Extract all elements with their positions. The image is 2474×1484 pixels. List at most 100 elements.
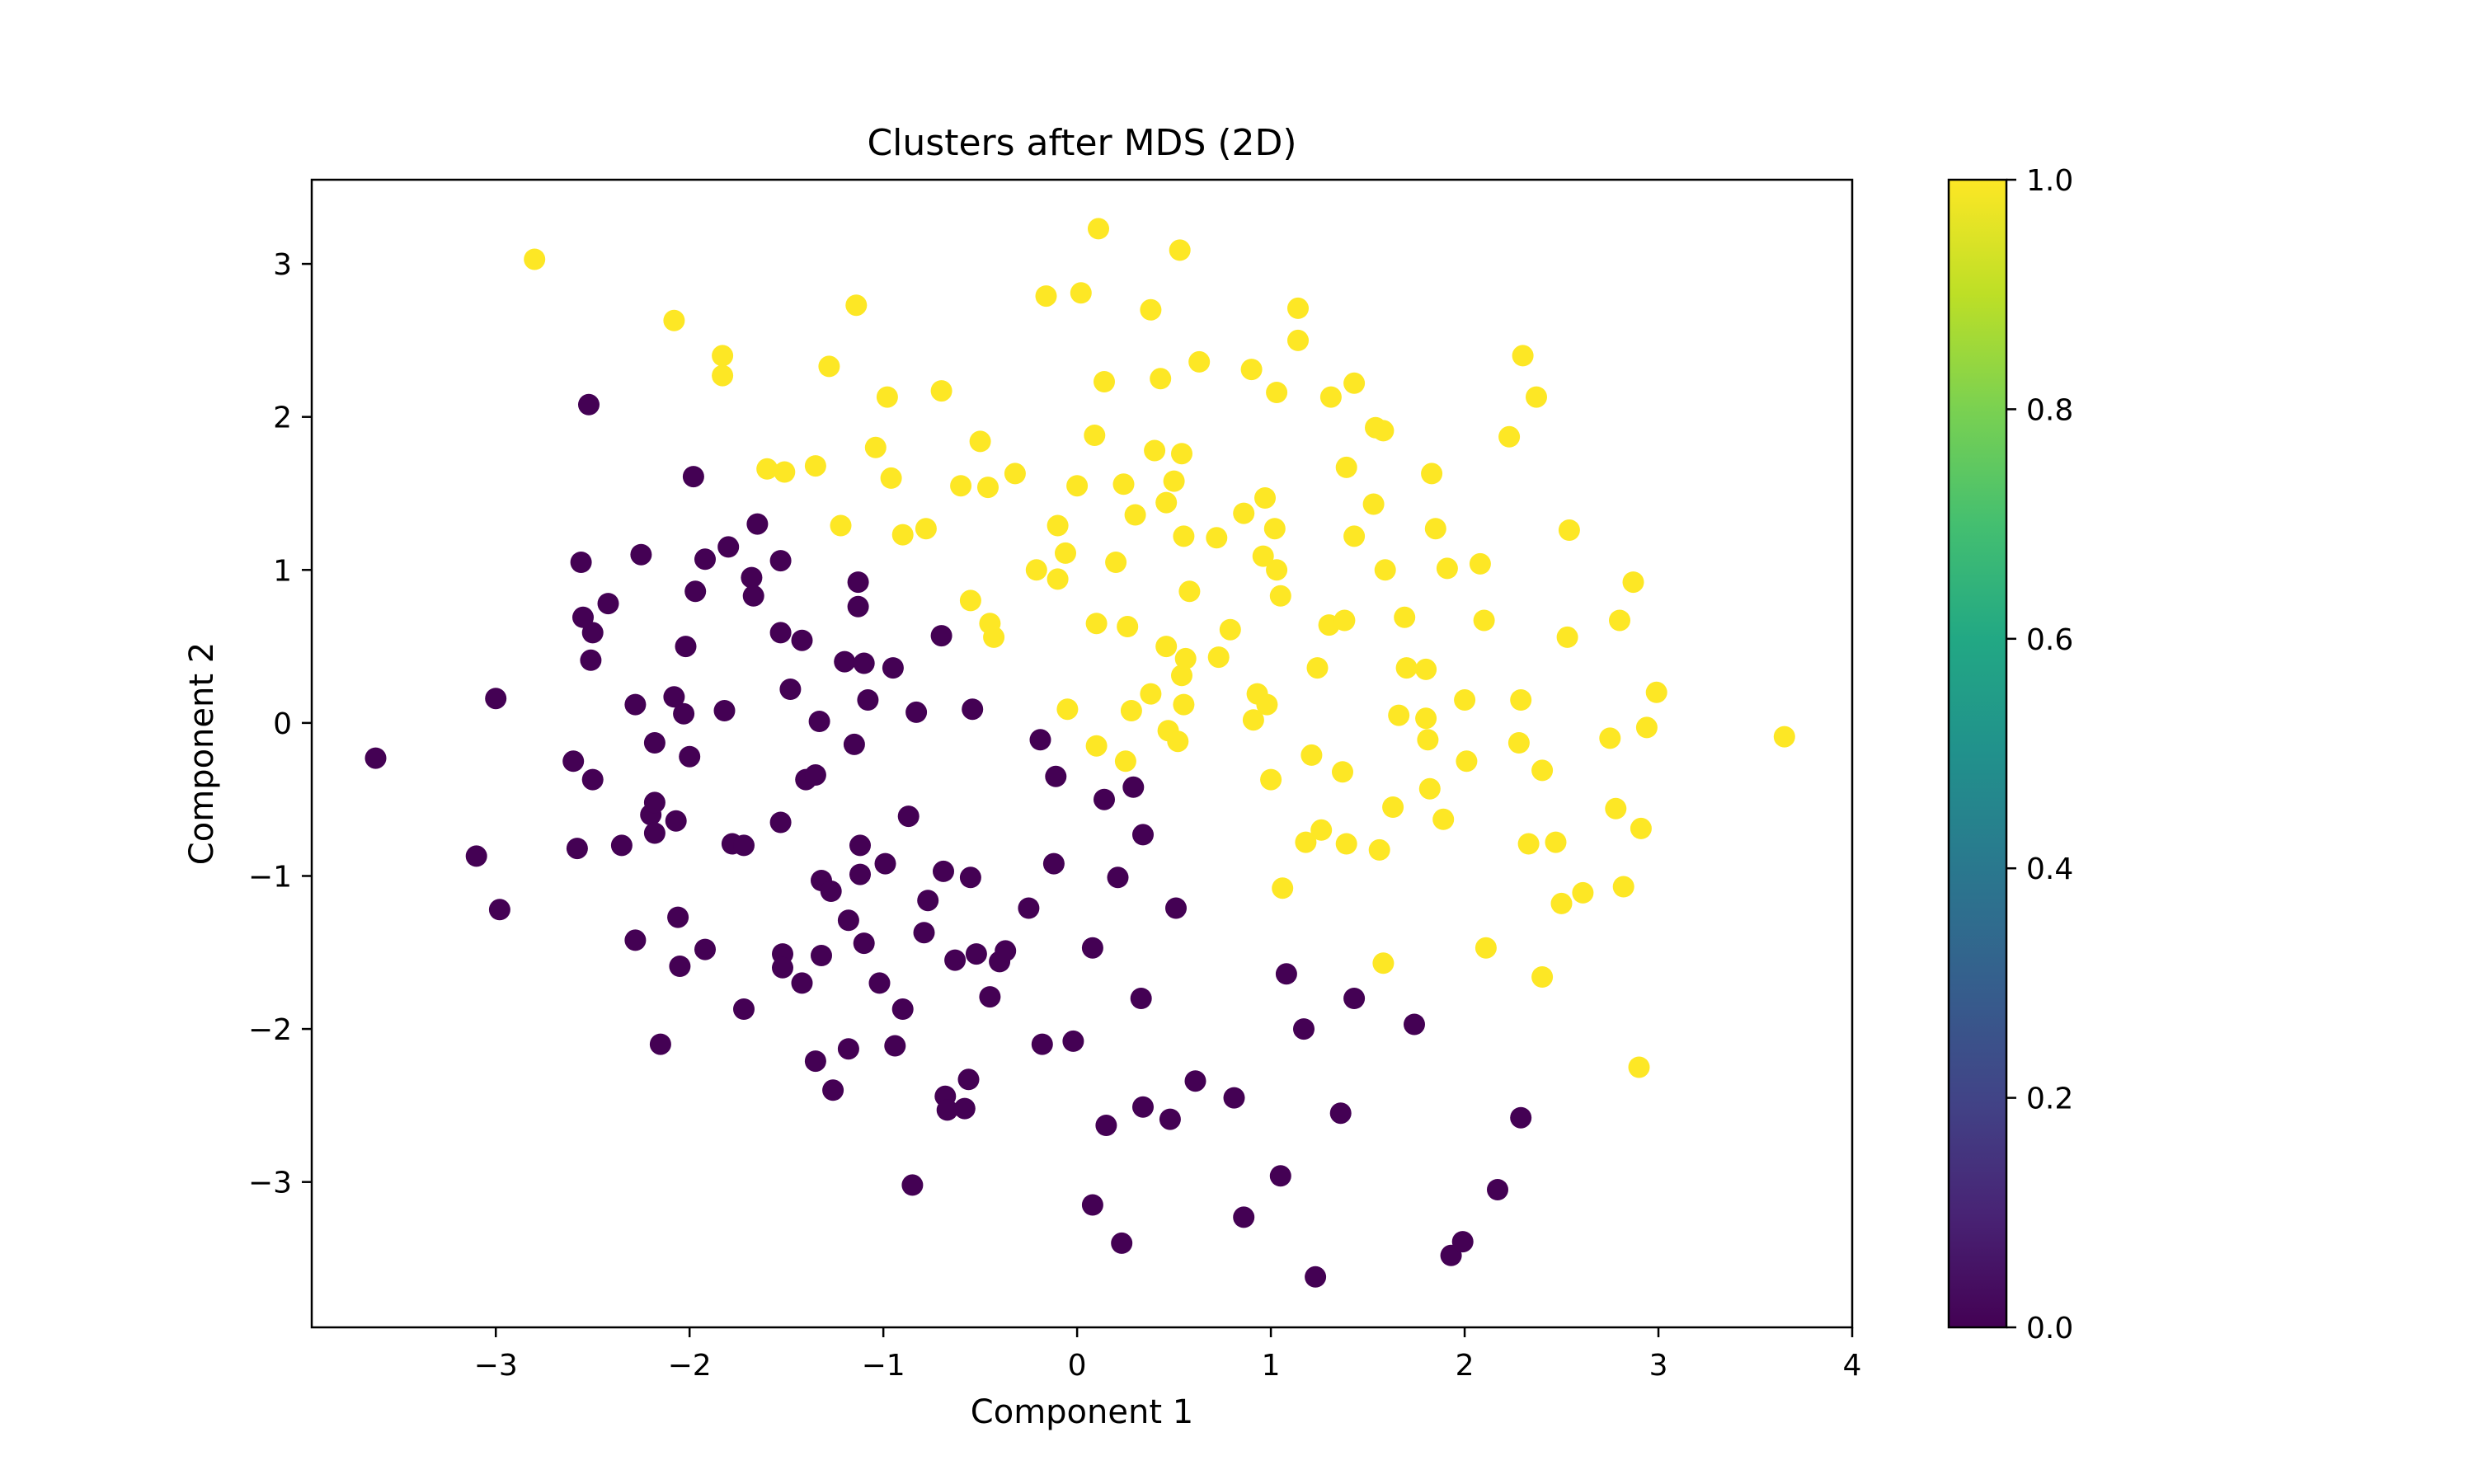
scatter-point (572, 606, 594, 628)
scatter-point (630, 543, 652, 566)
scatter-point (1374, 559, 1396, 581)
scatter-point (891, 998, 914, 1020)
scatter-point (1223, 1087, 1245, 1109)
scatter-point (791, 629, 813, 651)
colorbar-tick-label: 0.4 (2026, 852, 2073, 886)
scatter-point (1333, 609, 1356, 632)
scatter-point (1155, 491, 1178, 514)
x-axis: −3 −2 −1 0 1 2 3 4 (474, 1327, 1861, 1383)
scatter-point (1163, 470, 1185, 492)
scatter-point (1169, 239, 1191, 261)
scatter-point (1240, 359, 1263, 381)
scatter-point (769, 811, 792, 834)
scatter-point (953, 1097, 976, 1120)
scatter-point (1081, 1194, 1103, 1216)
scatter-point (1233, 502, 1255, 524)
scatter-point (1167, 730, 1189, 753)
scatter-point (1517, 833, 1540, 855)
scatter-point (1305, 1266, 1327, 1288)
scatter-point (1084, 425, 1106, 446)
scatter-point (837, 1038, 859, 1060)
colorbar-tick-label: 0.0 (2026, 1312, 2073, 1345)
colorbar-tick-label: 0.6 (2026, 623, 2073, 657)
scatter-point (1612, 876, 1634, 898)
scatter-point (756, 458, 778, 480)
scatter-point (679, 745, 701, 768)
scatter-point (1498, 425, 1521, 448)
scatter-point (843, 733, 865, 755)
scatter-point (1454, 689, 1476, 711)
scatter-point (791, 972, 813, 994)
scatter-point (717, 536, 740, 558)
x-axis-label: Component 1 (971, 1393, 1193, 1431)
scatter-point (880, 467, 902, 489)
scatter-point (1622, 571, 1644, 594)
scatter-point (1319, 386, 1342, 408)
scatter-point (1095, 1115, 1117, 1136)
scatter-point (365, 747, 387, 769)
scatter-point (1507, 732, 1530, 754)
scatter-point (643, 791, 666, 814)
scatter-point (1085, 613, 1108, 635)
scatter-point (804, 764, 826, 786)
scatter-point (1388, 704, 1410, 726)
scatter-point (811, 945, 832, 966)
scatter-point (944, 949, 967, 971)
scatter-point (1531, 759, 1554, 782)
colorbar (1947, 178, 2008, 1329)
scatter-point (913, 922, 935, 944)
scatter-point (1174, 647, 1197, 669)
scatter-point (712, 364, 734, 387)
scatter-point (581, 622, 604, 644)
scatter-point (1343, 372, 1366, 394)
scatter-point (837, 909, 859, 932)
scatter-point (643, 732, 666, 754)
scatter-point (694, 938, 716, 960)
scatter-point (1436, 557, 1458, 580)
scatter-point (1266, 382, 1288, 403)
scatter-point (962, 698, 984, 721)
scatter-point (465, 845, 487, 867)
scatter-point (562, 750, 585, 773)
scatter-point (959, 866, 981, 889)
scatter-point (1300, 744, 1323, 766)
scatter-point (1122, 776, 1145, 798)
scatter-point (684, 580, 707, 603)
scatter-point (849, 863, 871, 885)
scatter-point (1047, 568, 1069, 590)
scatter-point (1394, 606, 1416, 628)
scatter-point (959, 589, 981, 612)
scatter-point (1031, 1033, 1053, 1055)
scatter-point (1269, 1165, 1291, 1187)
scatter-point (884, 1035, 906, 1057)
scatter-point (1456, 750, 1478, 773)
scatter-point (1424, 518, 1446, 540)
scatter-point (915, 518, 937, 540)
scatter-point (1306, 657, 1329, 679)
scatter-point (663, 686, 685, 708)
scatter-point (1418, 777, 1441, 800)
scatter-point (1432, 808, 1455, 830)
scatter-point (1512, 345, 1534, 367)
scatter-point (847, 571, 869, 594)
scatter-point (1343, 988, 1366, 1009)
scatter-point (1165, 897, 1187, 919)
scatter-point (1558, 519, 1580, 541)
scatter-point (1451, 1231, 1474, 1253)
chart-title: Clusters after MDS (2D) (867, 122, 1296, 164)
scatter-point (1171, 443, 1192, 465)
scatter-point (1287, 297, 1309, 319)
scatter-point (1117, 616, 1139, 637)
scatter-point (1029, 729, 1051, 751)
scatter-point (488, 899, 510, 921)
scatter-point (712, 345, 734, 367)
scatter-point (1343, 525, 1366, 547)
colorbar-tick-label: 0.8 (2026, 393, 2073, 427)
scatter-point (1130, 988, 1152, 1009)
scatter-point (524, 248, 546, 270)
scatter-point (1111, 1232, 1133, 1254)
scatter-point (1372, 420, 1395, 442)
scatter-point (665, 810, 687, 832)
scatter-point (1263, 518, 1286, 540)
